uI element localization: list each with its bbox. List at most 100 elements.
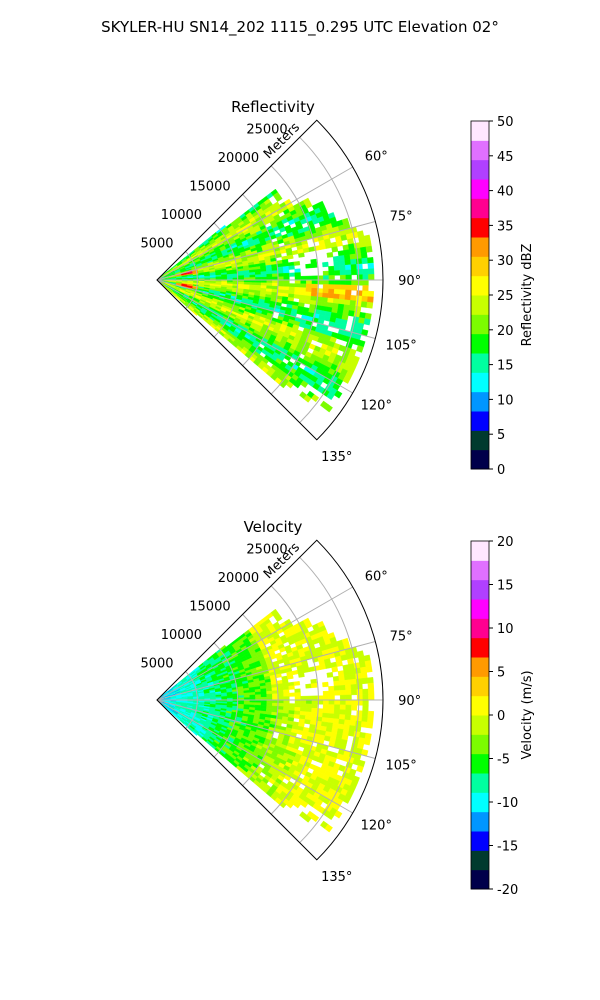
colorbar-tick-label: -20: [497, 883, 518, 898]
field-cell: [362, 694, 369, 701]
field-cell: [356, 345, 364, 353]
field-cell: [351, 284, 358, 291]
colorbar-label: Velocity (m/s): [520, 670, 535, 759]
field-cell: [355, 720, 362, 728]
field-cell: [328, 284, 335, 290]
field-cell: [294, 692, 301, 697]
colorbar-segment: [471, 676, 489, 697]
field-cell: [328, 265, 335, 272]
field-cell: [335, 240, 343, 247]
colorbar-tick-label: -15: [497, 840, 518, 855]
field-cell: [334, 284, 341, 290]
field-cell: [350, 258, 357, 265]
field-cell: [339, 289, 346, 296]
field-cell: [311, 703, 318, 709]
field-cell: [294, 707, 301, 712]
field-cell: [310, 678, 317, 685]
field-cell: [351, 699, 358, 706]
angle-tick-label: 60°: [365, 570, 388, 585]
field-cell: [354, 247, 362, 255]
field-cell: [283, 272, 290, 277]
colorbar-segment: [471, 637, 489, 658]
field-cell: [294, 287, 301, 292]
colorbar-tick-label: -10: [497, 796, 518, 811]
field-cell: [266, 282, 273, 287]
field-cell: [339, 294, 346, 300]
field-cell: [338, 255, 346, 262]
radial-tick-label: 20000: [218, 571, 259, 586]
field-cell: [360, 672, 368, 679]
field-cell: [322, 704, 330, 710]
field-cell: [328, 279, 335, 285]
field-cell: [334, 279, 341, 286]
field-cell: [350, 264, 358, 271]
field-cell: [322, 708, 329, 714]
field-cell: [349, 253, 357, 260]
field-cell: [300, 703, 307, 709]
field-cell: [305, 287, 312, 293]
field-cell: [310, 262, 318, 269]
field-cell: [249, 694, 256, 698]
field-cell: [365, 665, 373, 673]
field-cell: [333, 709, 341, 715]
angle-tick-label: 120°: [361, 398, 392, 413]
colorbar-tick-label: 15: [497, 579, 514, 594]
reflectivity-panel: Reflectivity Meters 50001000015000200002…: [140, 98, 535, 478]
field-cell: [355, 295, 363, 302]
field-cell: [305, 703, 313, 709]
field-cell: [294, 688, 301, 693]
field-cell: [350, 678, 357, 685]
field-cell: [293, 714, 301, 719]
colorbar-tick-label: 30: [497, 254, 514, 269]
field-cell: [277, 702, 284, 707]
colorbar-segment: [471, 792, 489, 813]
field-cell: [271, 690, 279, 695]
field-cell: [339, 284, 347, 291]
colorbar-segment: [471, 237, 489, 257]
field-cell: [367, 290, 375, 298]
field-cell: [356, 710, 363, 717]
field-cell: [305, 283, 313, 289]
field-cell: [286, 254, 294, 260]
field-cell: [331, 666, 339, 673]
field-cell: [344, 299, 351, 306]
colorbar-segment: [471, 657, 489, 677]
field-cell: [311, 699, 318, 705]
field-cell: [334, 704, 341, 710]
field-cell: [363, 318, 371, 326]
field-cell: [300, 275, 307, 281]
radial-tick-label: 15000: [189, 599, 230, 614]
field-cell: [360, 301, 368, 308]
field-cell: [333, 260, 340, 267]
field-cell: [344, 259, 352, 266]
colorbar-segment: [471, 773, 489, 793]
field-cell: [260, 691, 267, 695]
field-cell: [254, 691, 262, 696]
colorbar-tick-label: 25: [497, 289, 514, 304]
field-cell: [282, 685, 290, 691]
field-cell: [333, 680, 340, 687]
field-cell: [348, 668, 356, 675]
field-cell: [339, 704, 347, 711]
field-cell: [368, 274, 375, 281]
field-cell: [254, 271, 262, 276]
field-cell: [322, 292, 329, 299]
field-cell: [322, 288, 329, 294]
field-cell: [322, 270, 330, 276]
field-cell: [349, 673, 357, 680]
field-cell: [288, 703, 296, 708]
colorbar-segment: [471, 333, 489, 354]
field-cell: [345, 699, 352, 706]
field-cell: [328, 288, 335, 295]
field-cell: [328, 695, 335, 701]
colorbar-tick-label: 15: [497, 359, 514, 374]
field-cell: [319, 244, 327, 250]
colorbar-segment: [471, 811, 489, 832]
field-cell: [343, 249, 351, 256]
field-cell: [266, 702, 273, 707]
field-cell: [345, 684, 352, 691]
field-cell: [345, 284, 352, 291]
field-cell: [311, 279, 318, 285]
field-cell: [339, 689, 347, 696]
field-cell: [272, 273, 279, 278]
